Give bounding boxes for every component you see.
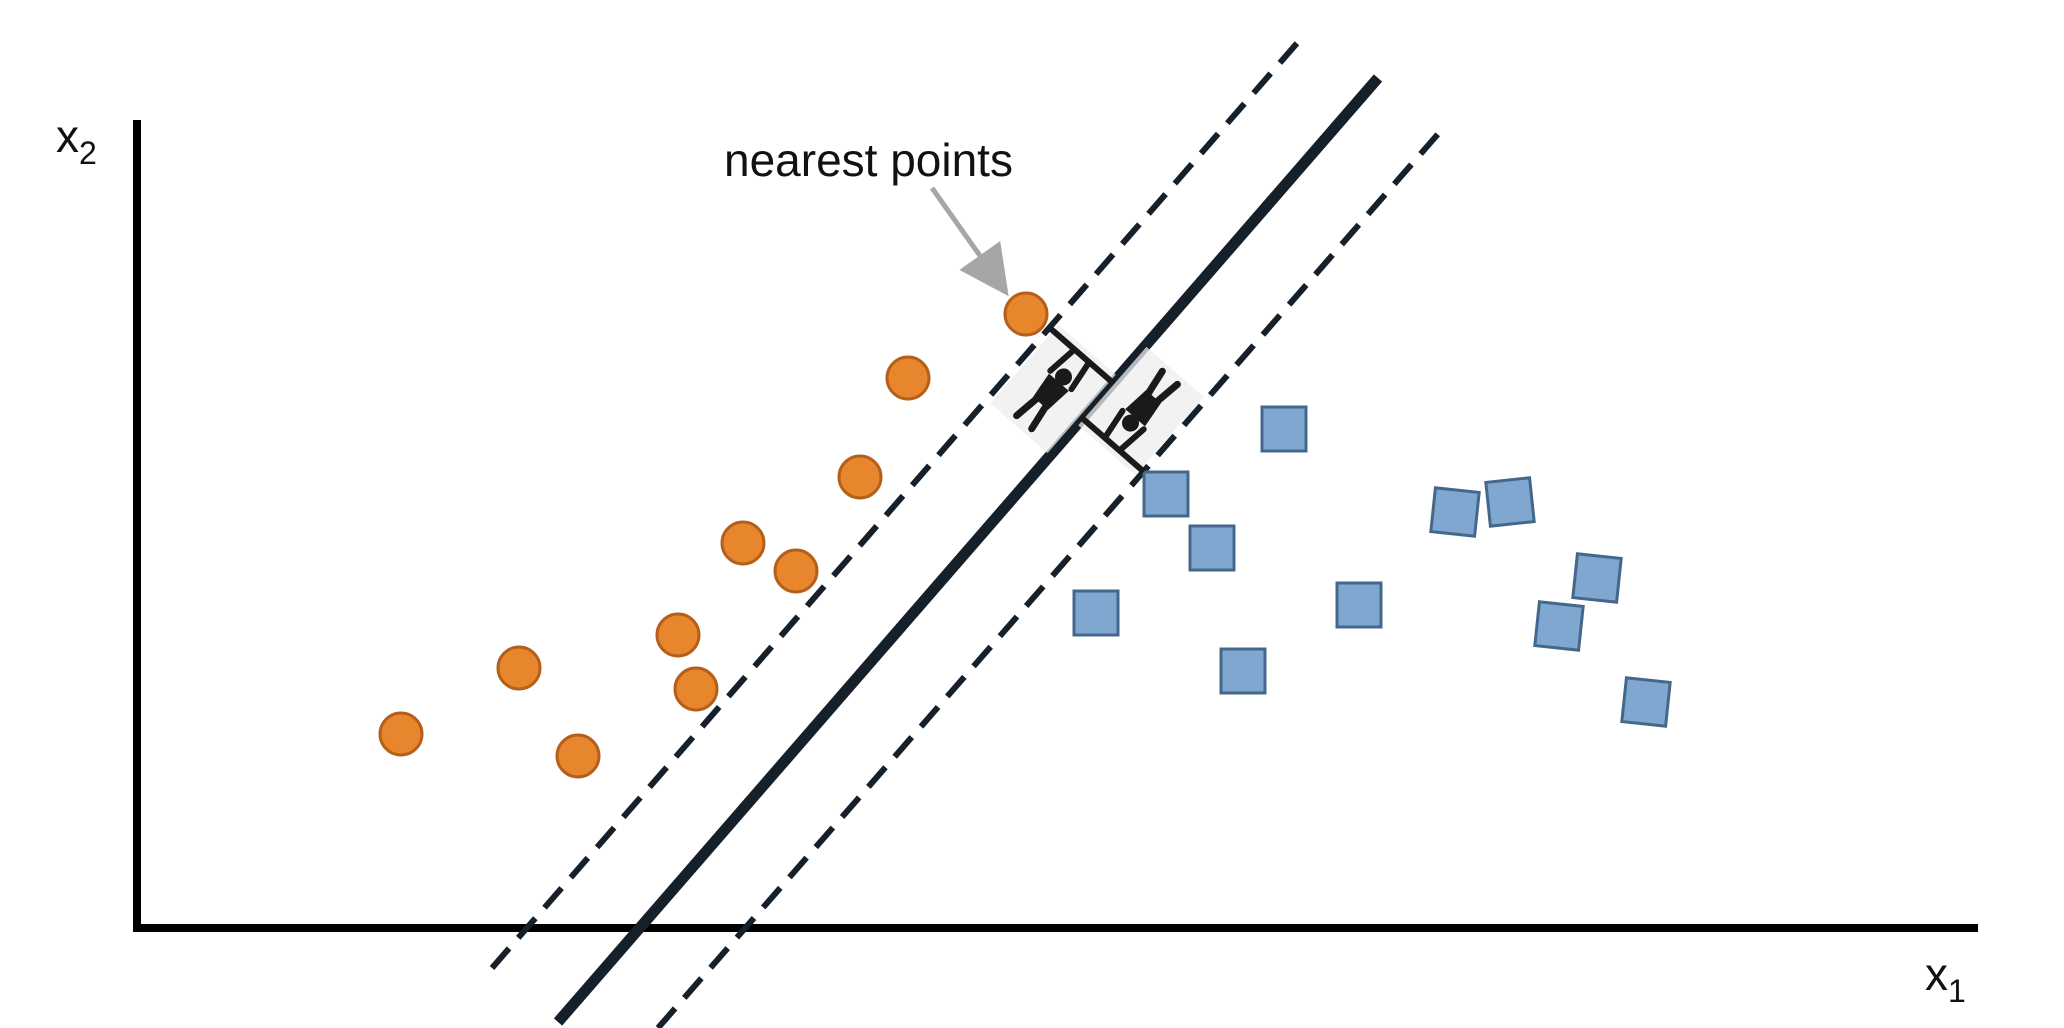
class-b-point (1620, 676, 1672, 728)
margin-bar (1048, 325, 1116, 386)
class-a-point (555, 733, 601, 779)
margin-figure-lower (1078, 346, 1204, 476)
hanging-person-icon (1102, 367, 1181, 453)
class-a-point (720, 520, 766, 566)
class-a-point (1003, 291, 1049, 337)
class-a-point (655, 612, 701, 658)
class-a-point (885, 355, 931, 401)
y-axis-label: x2 (56, 110, 97, 171)
x-axis-label: x1 (1925, 948, 1966, 1009)
class-b-point (1533, 600, 1585, 652)
class-a-point (496, 645, 542, 691)
class-b-points (1072, 405, 1672, 728)
nearest-points-arrow (929, 186, 1009, 297)
class-b-point (1335, 581, 1383, 629)
class-b-point (1219, 647, 1267, 695)
class-a-points (378, 291, 1049, 779)
hanging-person-icon (1013, 347, 1092, 433)
lower-margin-line (655, 132, 1441, 1028)
margin-bar (1078, 414, 1146, 475)
nearest-points-label: nearest points (724, 134, 1013, 186)
class-a-point (837, 454, 883, 500)
margin-figure-upper (990, 324, 1116, 454)
x-axis-subscript: 1 (1948, 973, 1966, 1009)
class-b-point (1072, 589, 1120, 637)
upper-margin-line (489, 32, 1308, 970)
class-b-point (1188, 524, 1236, 572)
class-a-point (378, 711, 424, 757)
class-b-point (1429, 486, 1481, 538)
class-b-point (1484, 476, 1536, 528)
class-a-point (673, 666, 719, 712)
class-b-point (1260, 405, 1308, 453)
y-axis-subscript: 2 (79, 135, 97, 171)
class-b-point (1142, 470, 1190, 518)
decision-boundary-line (553, 74, 1383, 1026)
class-a-point (773, 548, 819, 594)
class-b-point (1571, 552, 1623, 604)
